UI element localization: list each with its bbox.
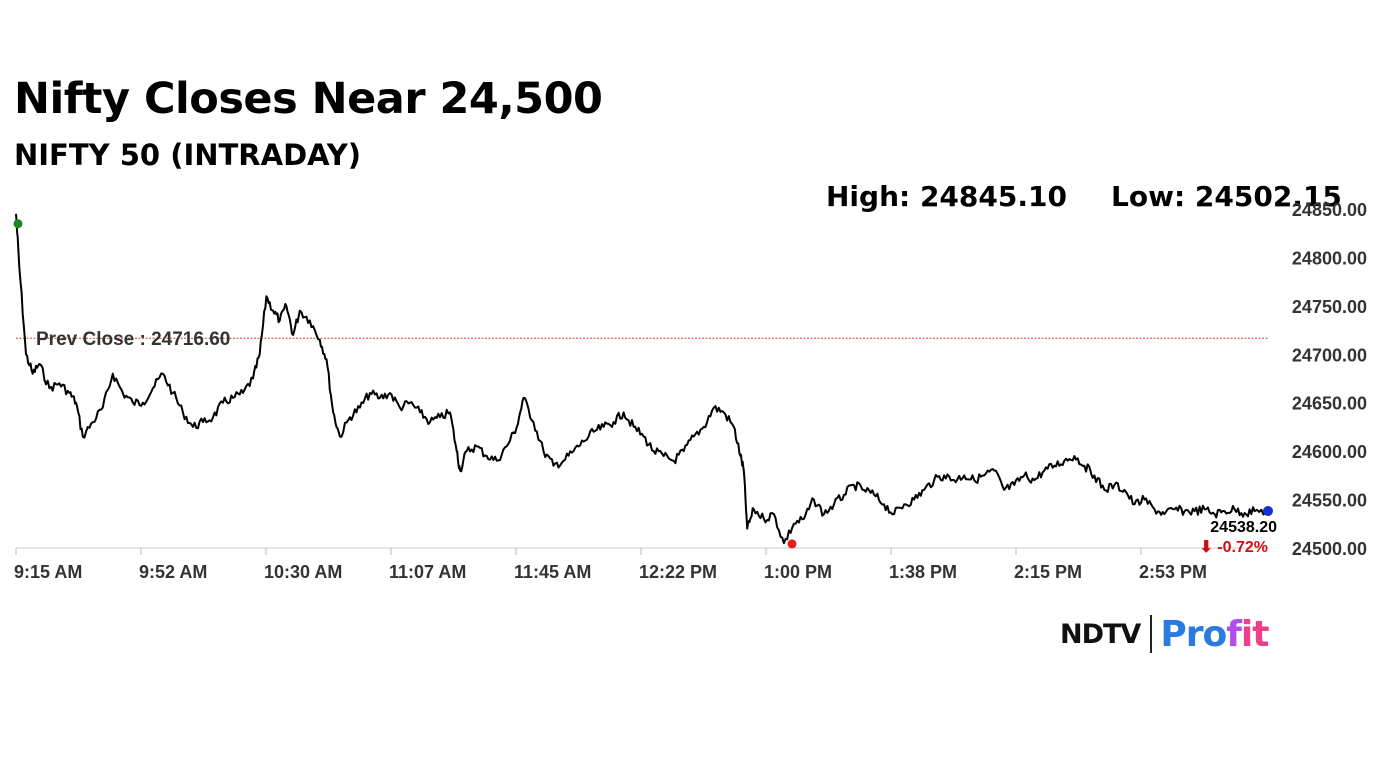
low-value: Low: 24502.15 [1111, 180, 1342, 213]
page-title: Nifty Closes Near 24,500 [14, 74, 603, 124]
x-tick-label: 10:30 AM [264, 562, 342, 582]
ndtv-wordmark: NDTV [1060, 618, 1141, 650]
logo-divider [1150, 615, 1153, 653]
profit-wordmark: Profit [1160, 613, 1269, 655]
y-tick-label: 24800.00 [1292, 248, 1367, 268]
price-line [15, 213, 1269, 545]
y-tick-label: 24750.00 [1292, 297, 1367, 317]
high-marker [13, 219, 23, 229]
y-axis: 24850.00 24800.00 24750.00 24700.00 24650.00… [1292, 200, 1367, 559]
high-value: High: 24845.10 [826, 180, 1067, 213]
y-tick-label: 24650.00 [1292, 394, 1367, 414]
prev-close-label: Prev Close : 24716.60 [36, 329, 230, 350]
last-price-label: 24538.20 [1210, 519, 1277, 536]
x-tick-label: 2:53 PM [1139, 562, 1207, 582]
last-price-marker [1263, 506, 1273, 517]
y-tick-label: 24500.00 [1292, 539, 1367, 559]
x-tick-label: 9:52 AM [139, 562, 207, 582]
x-tick-label: 11:45 AM [514, 562, 591, 582]
x-axis: 9:15 AM 9:52 AM 10:30 AM 11:07 AM 11:45 AM 12… [14, 548, 1207, 582]
y-tick-label: 24600.00 [1292, 442, 1367, 462]
x-tick-label: 9:15 AM [14, 562, 82, 582]
y-tick-label: 24850.00 [1292, 200, 1367, 220]
x-tick-label: 1:38 PM [889, 562, 957, 582]
chart-subtitle: NIFTY 50 (INTRADAY) [14, 138, 362, 172]
x-tick-label: 2:15 PM [1014, 562, 1082, 582]
y-tick-label: 24550.00 [1292, 491, 1367, 511]
low-marker [787, 539, 797, 549]
x-tick-label: 12:22 PM [639, 562, 717, 582]
x-tick-label: 11:07 AM [389, 562, 466, 582]
ndtv-profit-logo: NDTV Profit [1060, 612, 1269, 656]
y-tick-label: 24700.00 [1292, 345, 1367, 365]
change-percent-label: ⬇ -0.72% [1199, 539, 1268, 556]
x-tick-label: 1:00 PM [764, 562, 832, 582]
